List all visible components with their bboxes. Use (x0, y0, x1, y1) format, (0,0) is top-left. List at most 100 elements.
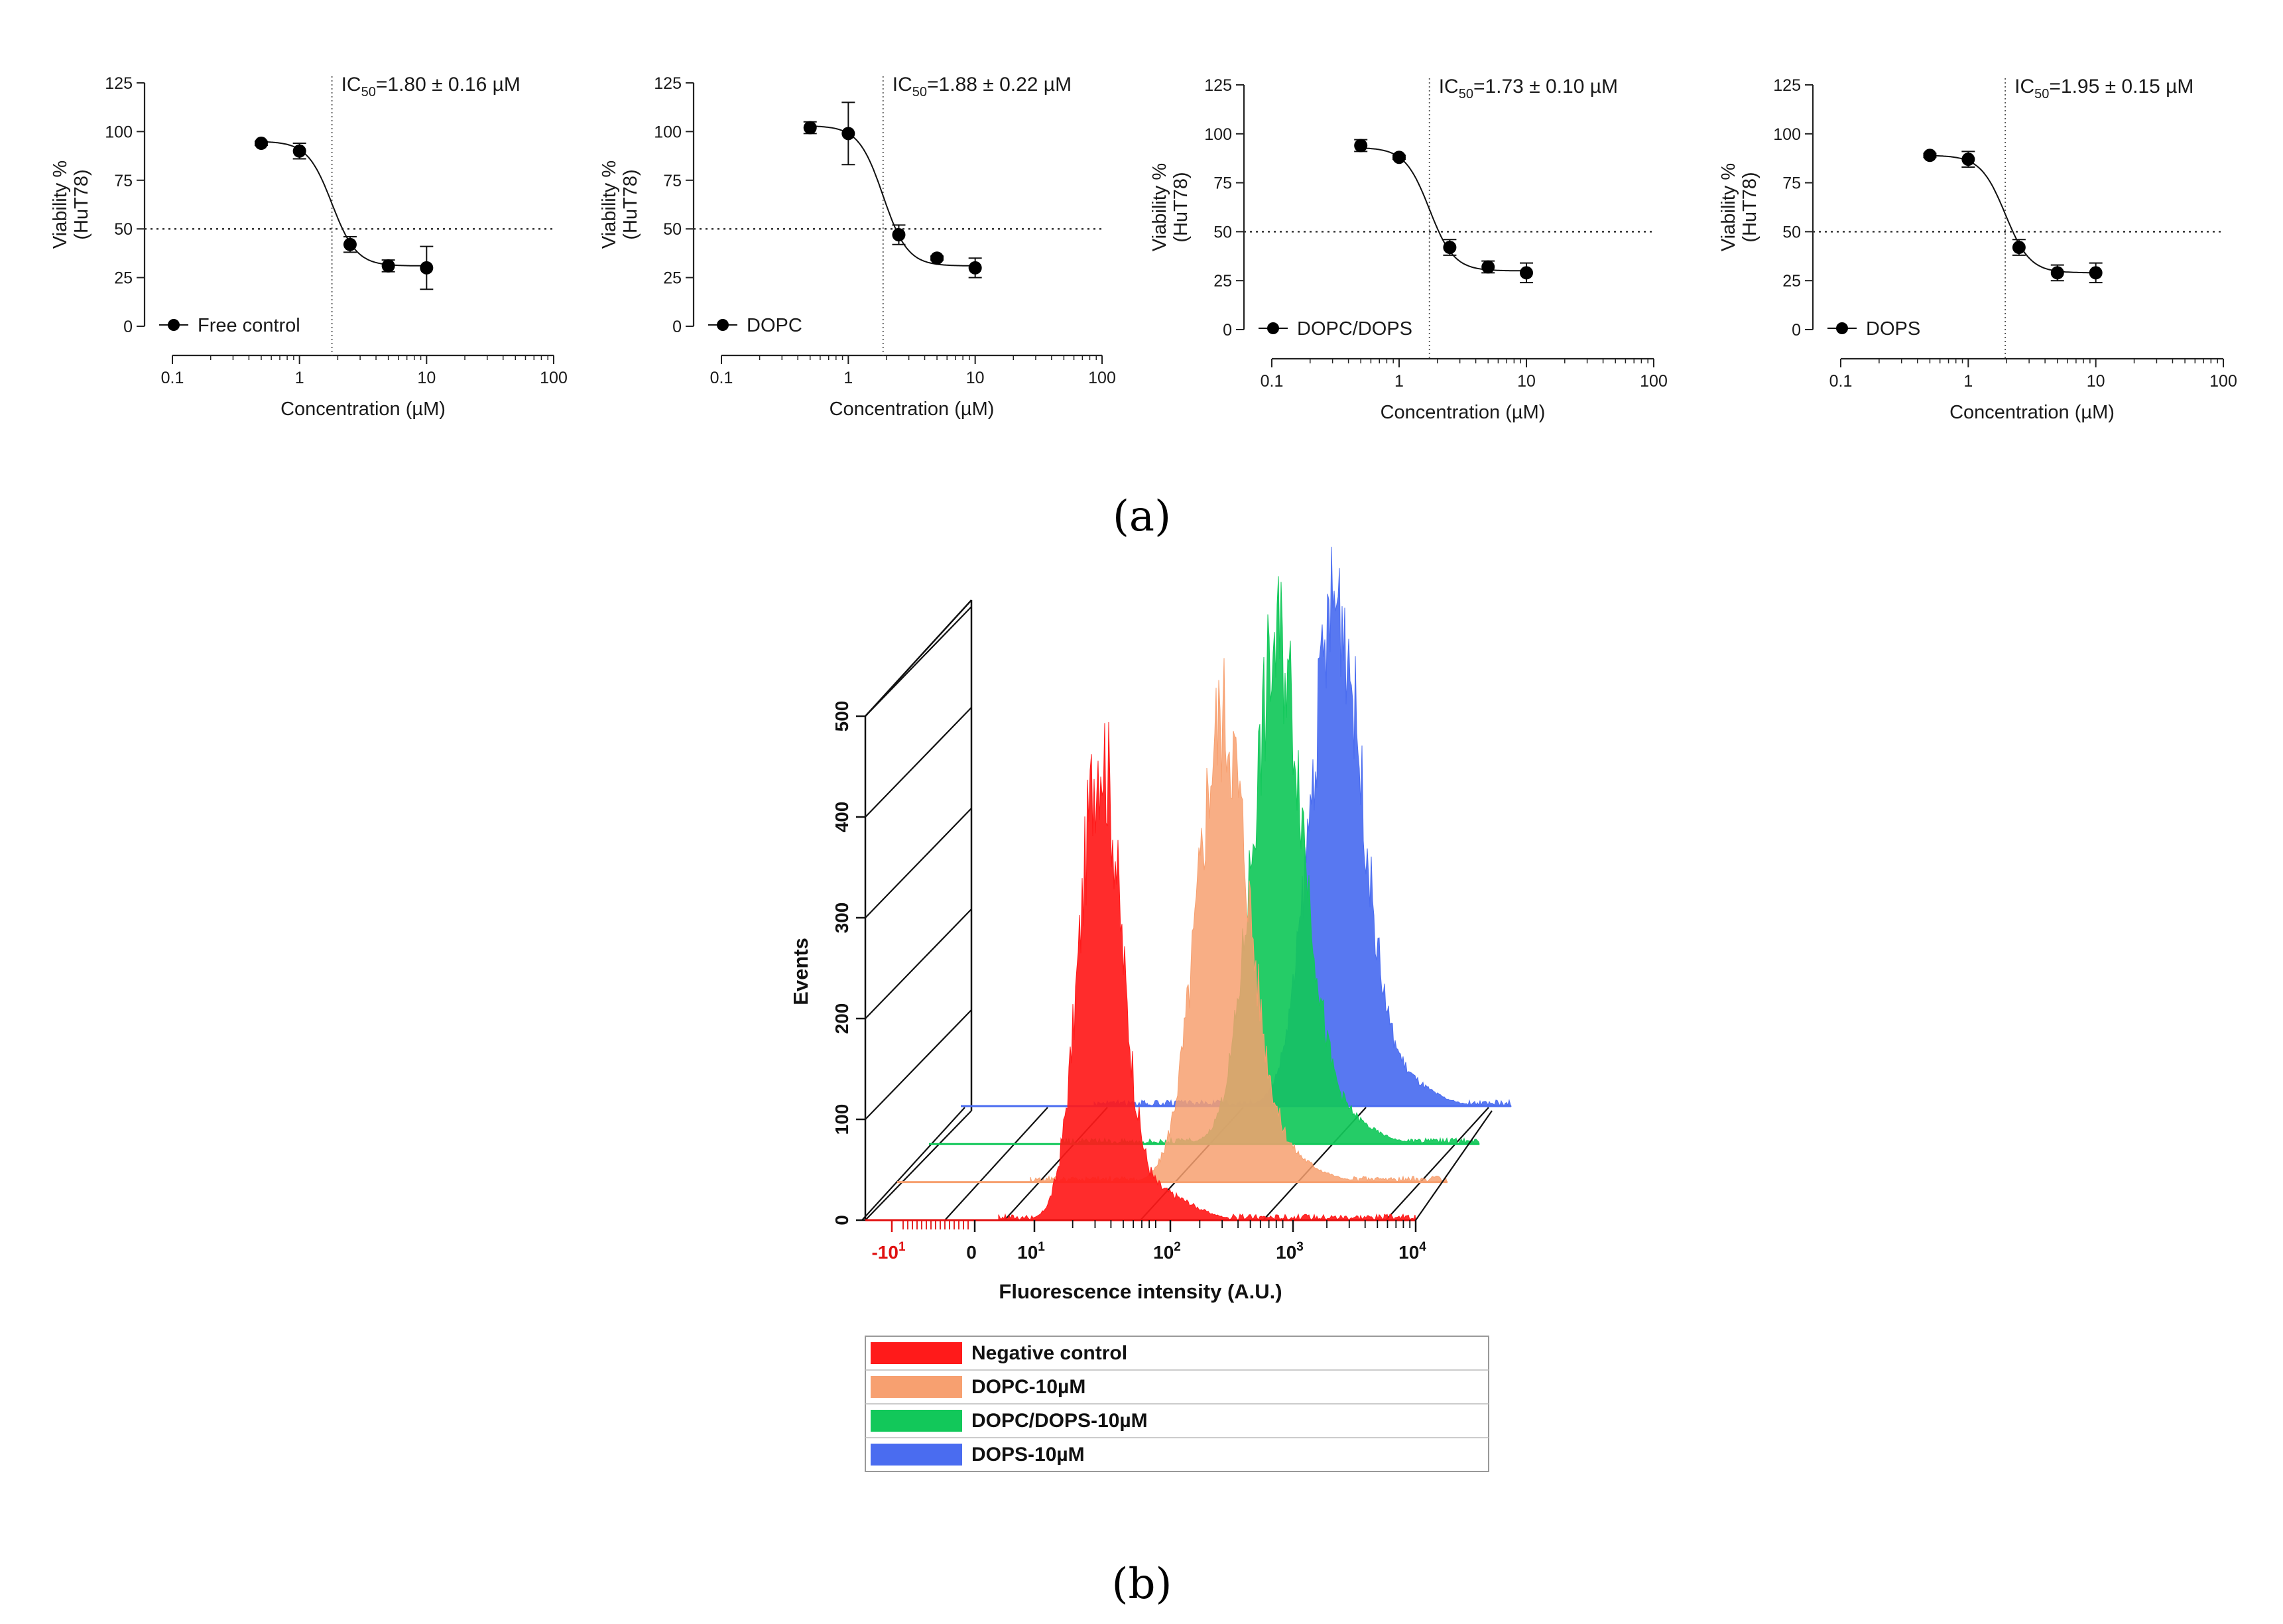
ic50-annotation: IC50=1.73 ± 0.10 µM (1439, 76, 1618, 101)
x-tick-label: 100 (2209, 372, 2237, 391)
ic50-prefix: IC (893, 74, 912, 95)
b-y-tick-label: 500 (832, 701, 852, 732)
ic50-subscript: 50 (2034, 87, 2049, 101)
y-tick-label: 125 (1773, 76, 1801, 95)
y-tick-label: 75 (663, 172, 682, 190)
b-x-tick-label: -101 (871, 1240, 905, 1263)
b-x-tick-base: 0 (966, 1242, 977, 1263)
ic50-prefix: IC (341, 74, 361, 95)
y-tick-label: 50 (1213, 223, 1232, 241)
y-tick-label: 50 (1782, 223, 1801, 241)
x-tick-label: 100 (540, 369, 568, 387)
b-x-tick-base: 10 (1276, 1242, 1296, 1263)
y-tick-label: 125 (1204, 76, 1232, 95)
ic50-value: =1.80 ± 0.16 µM (376, 74, 521, 95)
y-tick-label: 75 (1213, 174, 1232, 193)
ic50-annotation: IC50=1.80 ± 0.16 µM (341, 74, 521, 99)
b-legend-label: Negative control (971, 1342, 1127, 1364)
b-y-tick-label: 100 (832, 1104, 852, 1135)
data-point (841, 127, 855, 141)
data-point (381, 259, 395, 273)
y-tick-label: 50 (114, 220, 133, 239)
ic50-subscript: 50 (361, 85, 376, 99)
y-tick-label: 100 (105, 123, 133, 141)
data-point (2012, 241, 2026, 255)
x-tick-label: 100 (1640, 372, 1668, 391)
y-tick-label: 75 (1782, 174, 1801, 193)
b-y-tick-label: 0 (832, 1215, 852, 1225)
b-x-tick-base: 10 (1398, 1242, 1419, 1263)
ic50-subscript: 50 (912, 85, 927, 99)
b-legend-swatch (871, 1444, 962, 1466)
y-axis-title: Viability %(HuT78) (50, 160, 92, 249)
y-tick-label: 75 (114, 172, 133, 190)
b-x-tick-exp: 2 (1174, 1240, 1181, 1254)
b-wall-gridline (865, 1009, 972, 1120)
b-wall-gridline (865, 808, 972, 918)
data-point (1443, 241, 1457, 255)
b-x-tick-label: 0 (966, 1242, 977, 1263)
y-axis-title-line1: Viability % (599, 160, 620, 249)
b-x-axis-title: Fluorescence intensity (A.U.) (999, 1280, 1282, 1303)
y-axis-title: Viability %(HuT78) (1149, 163, 1192, 251)
legend-marker (168, 319, 180, 331)
y-tick-label: 25 (1213, 272, 1232, 290)
y-tick-label: 100 (1204, 125, 1232, 144)
b-floor-gridline (944, 1107, 1048, 1221)
b-floor-gridline (1385, 1107, 1489, 1221)
b-wall-gridline (865, 606, 972, 717)
b-legend-label: DOPC/DOPS-10µM (971, 1410, 1148, 1432)
b-x-tick-exp: 4 (1419, 1240, 1426, 1254)
data-point (803, 121, 817, 135)
legend-label: DOPS (1866, 318, 1920, 340)
data-point (1520, 266, 1533, 280)
x-axis-title: Concentration (µM) (830, 399, 995, 420)
y-tick-label: 100 (1773, 125, 1801, 144)
legend-label: DOPC (747, 315, 802, 336)
ic50-prefix: IC (2014, 76, 2034, 97)
data-point (1354, 139, 1368, 153)
data-point (343, 237, 357, 251)
y-tick-label: 25 (114, 269, 133, 288)
b-wall-gridline (865, 908, 972, 1019)
dose-response-chart-4: 0 25 50 75 100 125 0.1 1 10 100 Viability %(HuT78)… (1718, 76, 2237, 423)
ic50-value: =1.73 ± 0.10 µM (1473, 76, 1618, 97)
b-legend-swatch (871, 1376, 962, 1398)
x-tick-label: 0.1 (1829, 372, 1853, 391)
x-tick-label: 1 (1394, 372, 1404, 391)
y-tick-label: 125 (654, 74, 682, 93)
b-legend-swatch (871, 1342, 962, 1364)
b-x-tick-label: 104 (1398, 1240, 1426, 1263)
y-tick-label: 50 (663, 220, 682, 239)
fit-curve (810, 125, 975, 267)
dose-response-chart-2: 0 25 50 75 100 125 0.1 1 10 100 Viability %(HuT78)… (599, 74, 1116, 420)
fit-curve (1930, 155, 2096, 274)
b-x-tick-label: 101 (1017, 1240, 1045, 1263)
legend-marker (1836, 322, 1848, 334)
x-tick-label: 100 (1088, 369, 1116, 387)
x-tick-label: 0.1 (710, 369, 733, 387)
y-axis-title-line2: (HuT78) (71, 169, 92, 239)
data-point (1923, 149, 1937, 162)
panel-label-b: (b) (1112, 1560, 1172, 1609)
legend-marker (1267, 322, 1279, 334)
b-legend-label: DOPS-10µM (971, 1444, 1085, 1466)
x-tick-label: 0.1 (161, 369, 184, 387)
y-tick-label: 125 (105, 74, 133, 93)
panel-label-a: (a) (1113, 492, 1171, 541)
legend-label: DOPC/DOPS (1297, 318, 1412, 340)
y-tick-label: 0 (123, 318, 133, 336)
y-tick-label: 0 (672, 318, 682, 336)
x-axis-title: Concentration (µM) (280, 399, 446, 420)
data-point (2089, 266, 2103, 280)
b-floor-right-edge (1415, 1110, 1493, 1221)
data-point (254, 137, 268, 151)
data-point (420, 261, 434, 275)
b-x-tick-base: 10 (1153, 1242, 1174, 1263)
ic50-subscript: 50 (1459, 87, 1473, 101)
b-legend-swatch (871, 1410, 962, 1432)
y-axis-title: Viability %(HuT78) (1718, 163, 1760, 251)
y-axis-title-line2: (HuT78) (620, 169, 641, 239)
